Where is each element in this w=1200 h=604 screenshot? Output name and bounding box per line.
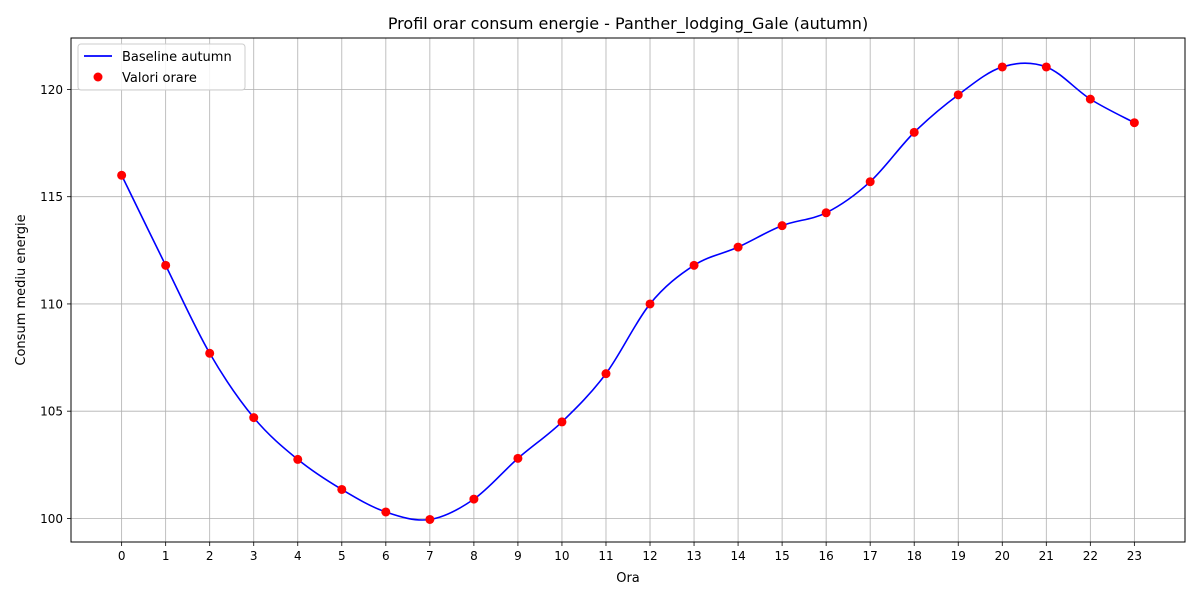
x-tick-label: 12 bbox=[642, 549, 657, 563]
x-tick-label: 10 bbox=[554, 549, 569, 563]
x-tick-label: 17 bbox=[863, 549, 878, 563]
x-tick-label: 20 bbox=[995, 549, 1010, 563]
axes: 0 1 2 3 4 5 6 7 8 9 10 11 12 13 14 15 16 17 18 19 20 21 22 2310… bbox=[40, 83, 1142, 563]
hourly-value-point bbox=[777, 221, 787, 231]
hourly-value-point bbox=[689, 260, 699, 270]
hourly-value-point bbox=[381, 507, 391, 517]
x-tick-label: 5 bbox=[338, 549, 346, 563]
hourly-value-point bbox=[205, 348, 215, 358]
hourly-value-point bbox=[953, 90, 963, 100]
y-tick-label: 115 bbox=[40, 190, 63, 204]
legend: Baseline autumn Valori orare bbox=[77, 43, 246, 91]
hourly-value-point bbox=[337, 484, 347, 494]
x-axis-label: Ora bbox=[616, 571, 640, 586]
legend-label-baseline: Baseline autumn bbox=[122, 50, 232, 65]
series-layer bbox=[117, 62, 1139, 524]
hourly-value-point bbox=[513, 453, 523, 463]
hourly-value-point bbox=[117, 170, 127, 180]
hourly-value-point bbox=[425, 514, 435, 524]
y-axis-label: Consum mediu energie bbox=[14, 214, 29, 365]
hourly-value-point bbox=[909, 127, 919, 137]
hourly-value-point bbox=[1085, 94, 1095, 104]
x-tick-label: 18 bbox=[907, 549, 922, 563]
y-tick-label: 100 bbox=[40, 512, 63, 526]
x-tick-label: 11 bbox=[598, 549, 613, 563]
legend-marker-swatch bbox=[93, 72, 103, 82]
hourly-value-point bbox=[645, 299, 655, 309]
x-tick-label: 3 bbox=[250, 549, 258, 563]
x-tick-label: 6 bbox=[382, 549, 390, 563]
x-tick-label: 9 bbox=[514, 549, 522, 563]
x-tick-label: 14 bbox=[730, 549, 745, 563]
hourly-value-point bbox=[1041, 62, 1051, 72]
x-tick-label: 22 bbox=[1083, 549, 1098, 563]
x-tick-label: 0 bbox=[118, 549, 126, 563]
hourly-value-point bbox=[161, 260, 171, 270]
hourly-value-point bbox=[865, 177, 875, 187]
x-tick-label: 23 bbox=[1127, 549, 1142, 563]
hourly-value-point bbox=[293, 454, 303, 464]
x-tick-label: 4 bbox=[294, 549, 302, 563]
legend-box bbox=[77, 43, 246, 91]
legend-label-points: Valori orare bbox=[122, 71, 197, 86]
hourly-value-point bbox=[1129, 118, 1139, 128]
x-tick-label: 2 bbox=[206, 549, 214, 563]
x-tick-label: 7 bbox=[426, 549, 434, 563]
x-tick-label: 15 bbox=[774, 549, 789, 563]
y-tick-label: 120 bbox=[40, 83, 63, 97]
hourly-value-point bbox=[469, 494, 479, 504]
hourly-value-point bbox=[997, 62, 1007, 72]
hourly-value-point bbox=[249, 413, 259, 423]
hourly-value-point bbox=[733, 242, 743, 252]
hourly-value-point bbox=[821, 208, 831, 218]
y-tick-label: 105 bbox=[40, 405, 63, 419]
x-tick-label: 1 bbox=[162, 549, 170, 563]
plot-frame bbox=[70, 37, 1186, 543]
grid bbox=[71, 38, 1185, 542]
x-tick-label: 13 bbox=[686, 549, 701, 563]
y-tick-label: 110 bbox=[40, 297, 63, 311]
x-tick-label: 19 bbox=[951, 549, 966, 563]
hourly-value-point bbox=[601, 369, 611, 379]
x-tick-label: 21 bbox=[1039, 549, 1054, 563]
x-tick-label: 8 bbox=[470, 549, 478, 563]
hourly-value-point bbox=[557, 417, 567, 427]
chart-title: Profil orar consum energie - Panther_lod… bbox=[388, 14, 868, 34]
x-tick-label: 16 bbox=[819, 549, 834, 563]
